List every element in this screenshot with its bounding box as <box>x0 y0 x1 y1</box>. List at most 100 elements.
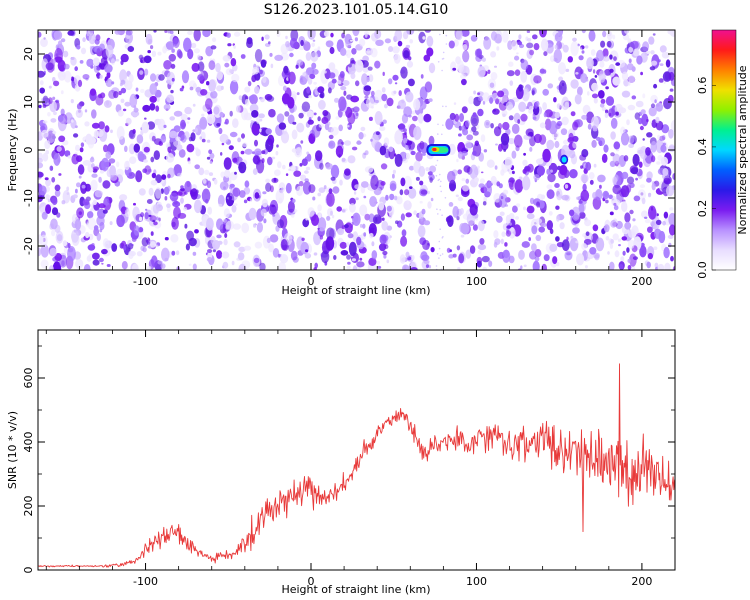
spectral-speckle <box>403 106 412 118</box>
spectral-speckle <box>508 115 514 121</box>
spectral-speckle <box>173 110 183 117</box>
spectral-speckle <box>102 209 108 214</box>
spectral-speckle <box>110 58 116 66</box>
spectral-speckle <box>207 207 211 210</box>
spectral-speckle <box>399 254 406 264</box>
spectral-speckle <box>256 222 263 233</box>
spectral-speckle <box>490 51 497 58</box>
spectral-speckle <box>172 201 181 208</box>
spectral-speckle <box>212 249 216 253</box>
spectral-speckle <box>369 232 374 239</box>
spectral-speckle <box>559 222 565 230</box>
spectral-speckle <box>263 218 267 224</box>
spectral-speckle <box>105 78 113 88</box>
spectral-speckle <box>659 63 664 66</box>
spectral-speckle <box>312 196 316 201</box>
spectral-speckle <box>350 39 354 42</box>
spectral-speckle <box>307 78 313 85</box>
spectral-speckle <box>305 52 312 61</box>
spectral-speckle <box>413 126 422 141</box>
spectral-speckle <box>531 243 537 252</box>
spectral-speckle <box>290 213 295 218</box>
spectral-speckle <box>70 99 74 104</box>
colorbar-tick-label: 0.6 <box>696 77 709 95</box>
spectral-speckle <box>207 249 213 253</box>
spectral-speckle <box>229 131 238 138</box>
spectral-speckle <box>322 110 329 117</box>
spectral-speckle <box>612 233 619 241</box>
spectral-speckle <box>572 227 580 234</box>
spectral-speckle <box>457 60 464 73</box>
spectral-speckle <box>369 196 377 207</box>
spectral-speckle <box>466 213 476 226</box>
spectral-speckle <box>338 96 347 111</box>
spectral-speckle <box>639 184 646 189</box>
spectral-speckle <box>344 168 351 176</box>
spectral-speckle <box>102 180 111 189</box>
spectral-speckle <box>603 144 609 153</box>
spectral-speckle <box>602 48 609 58</box>
spectral-speckle <box>240 54 246 59</box>
spectral-speckle <box>307 207 315 217</box>
spectral-speckle <box>92 252 100 260</box>
spectral-speckle <box>495 98 500 105</box>
spectral-speckle <box>626 119 630 126</box>
spectral-speckle <box>536 165 546 176</box>
spectral-speckle <box>268 204 277 215</box>
spectral-speckle <box>664 262 671 270</box>
spectral-speckle <box>305 67 315 76</box>
spectral-speckle <box>326 215 331 221</box>
spectral-speckle <box>110 175 113 179</box>
spectral-speckle <box>458 125 462 131</box>
spectral-speckle <box>75 188 78 194</box>
spectral-speckle <box>149 215 157 222</box>
spectral-speckle <box>254 49 263 63</box>
spectral-speckle <box>646 171 653 180</box>
spectral-speckle <box>326 192 335 207</box>
spectral-speckle <box>359 204 368 216</box>
snr-y-tick-label: 600 <box>22 368 35 389</box>
spectral-speckle <box>348 241 357 257</box>
spectral-speckle <box>57 115 64 122</box>
spectral-speckle <box>512 205 518 213</box>
spectral-speckle <box>660 156 669 166</box>
spectrogram-y-tick-label: -20 <box>22 237 35 255</box>
spectral-speckle <box>355 112 359 117</box>
spectral-speckle <box>328 87 332 94</box>
spectral-speckle <box>653 83 658 89</box>
spectral-speckle <box>281 187 284 191</box>
spectral-speckle <box>48 85 52 89</box>
spectral-speckle <box>589 247 597 255</box>
spectral-speckle <box>311 42 316 48</box>
spectral-speckle <box>423 220 431 226</box>
spectral-speckle <box>525 128 534 137</box>
spectral-speckle <box>612 184 622 195</box>
spectral-speckle <box>233 45 236 49</box>
spectral-speckle <box>572 121 579 131</box>
spectral-speckle <box>206 156 211 160</box>
spectral-speckle <box>58 173 62 176</box>
spectral-speckle <box>335 116 340 120</box>
spectral-speckle <box>405 44 411 49</box>
spectral-speckle <box>472 224 478 231</box>
spectral-speckle <box>649 121 653 124</box>
spectral-speckle <box>504 156 513 170</box>
spectral-speckle <box>602 190 610 200</box>
snr-x-tick-label: 0 <box>308 575 315 588</box>
spectral-speckle <box>653 246 658 250</box>
spectral-speckle <box>184 223 188 229</box>
spectral-speckle <box>103 144 109 153</box>
spectral-speckle <box>116 161 120 168</box>
spectral-speckle <box>339 241 347 249</box>
spectral-speckle <box>561 239 570 252</box>
spectral-speckle <box>304 40 308 44</box>
spectral-speckle <box>89 157 95 163</box>
spectral-speckle <box>38 70 45 78</box>
spectral-speckle <box>578 55 584 61</box>
spectral-speckle <box>606 40 612 48</box>
spectral-speckle <box>147 50 151 54</box>
spectral-speckle <box>628 143 634 148</box>
spectral-speckle <box>244 148 253 155</box>
spectral-speckle <box>192 103 196 107</box>
spectral-speckle <box>403 137 408 144</box>
